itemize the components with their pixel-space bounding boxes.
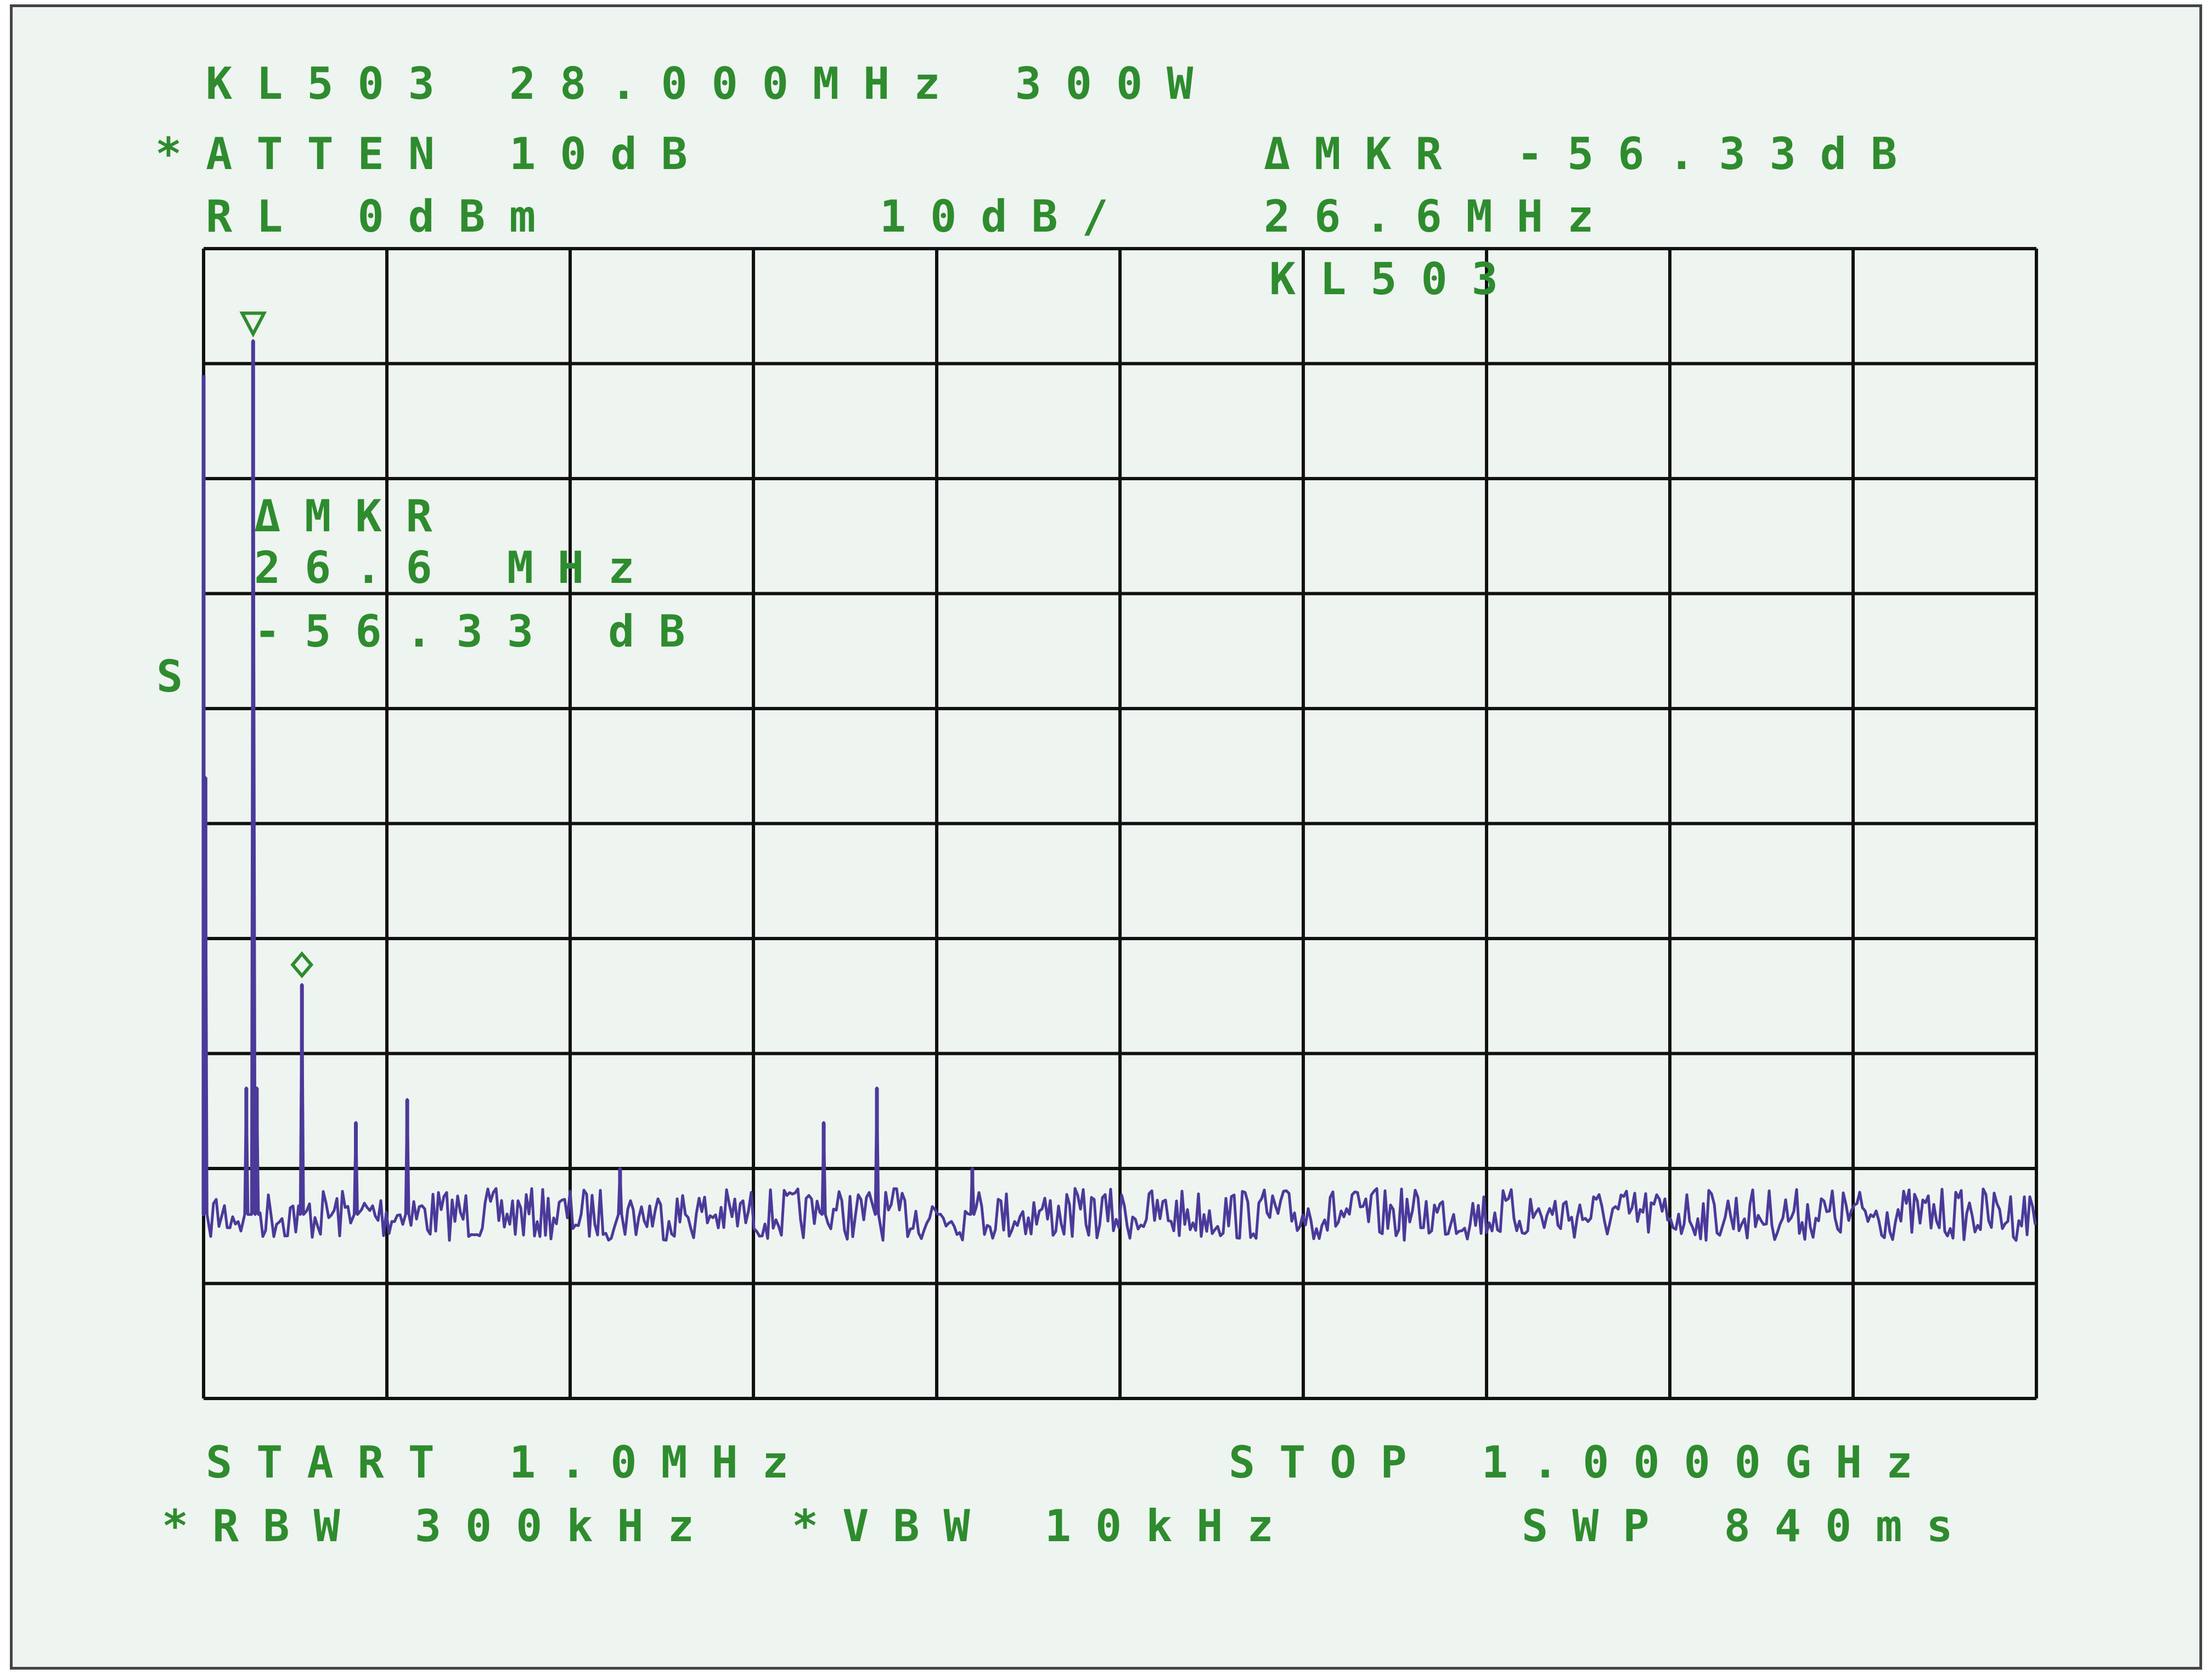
side-label: S <box>156 651 207 702</box>
spectrum-trace <box>202 339 2037 1242</box>
delta-marker-label: ΔMKR -56.33dB <box>1264 128 1922 179</box>
sweep-label: SWP 840ms <box>1522 1501 1977 1552</box>
marker-box-label: ΔMKR <box>254 491 457 542</box>
delta-marker-freq: 26.6MHz <box>1264 191 1618 242</box>
trace-title: KL503 <box>1269 254 1522 305</box>
header-title: KL503 28.000MHz 300W <box>206 58 1218 109</box>
marker-box-level: -56.33 dB <box>254 606 710 657</box>
stop-freq-label: STOP 1.0000GHz <box>1229 1437 1937 1488</box>
atten-label: *ATTEN 10dB <box>155 128 712 179</box>
marker-box-freq: 26.6 MHz <box>254 542 659 593</box>
ref-level-label: RL 0dBm <box>206 191 560 242</box>
spectrum-plot <box>201 247 2038 1400</box>
reference-marker <box>239 311 267 338</box>
rbw-label: *RBW 300kHz <box>162 1501 718 1552</box>
start-freq-label: START 1.0MHz <box>206 1437 813 1488</box>
vbw-label: *VBW 10kHz <box>792 1501 1298 1552</box>
delta-marker <box>290 951 314 979</box>
scale-label: 10dB/ <box>880 191 1133 242</box>
analyzer-screen: KL503 28.000MHz 300W *ATTEN 10dB RL 0dBm… <box>10 4 2202 1670</box>
